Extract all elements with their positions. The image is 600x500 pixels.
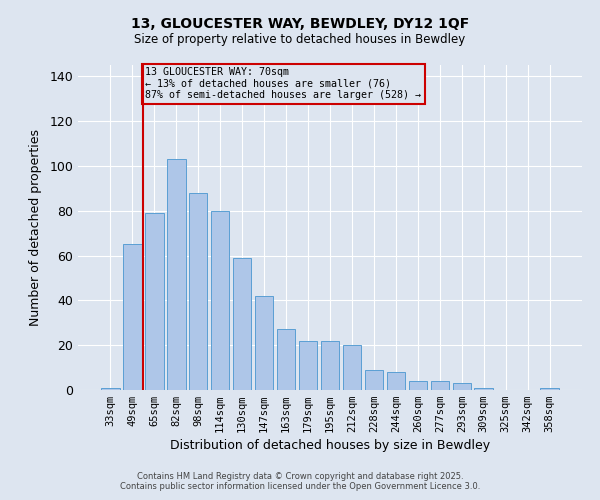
- Text: Size of property relative to detached houses in Bewdley: Size of property relative to detached ho…: [134, 32, 466, 46]
- Bar: [541, 388, 559, 390]
- Text: 13 GLOUCESTER WAY: 70sqm
← 13% of detached houses are smaller (76)
87% of semi-d: 13 GLOUCESTER WAY: 70sqm ← 13% of detach…: [145, 67, 421, 100]
- Bar: [365, 370, 383, 390]
- Y-axis label: Number of detached properties: Number of detached properties: [29, 129, 43, 326]
- Bar: [299, 340, 317, 390]
- Bar: [277, 330, 295, 390]
- Bar: [255, 296, 274, 390]
- Bar: [145, 213, 164, 390]
- Text: 13, GLOUCESTER WAY, BEWDLEY, DY12 1QF: 13, GLOUCESTER WAY, BEWDLEY, DY12 1QF: [131, 18, 469, 32]
- Bar: [409, 381, 427, 390]
- Bar: [386, 372, 405, 390]
- Bar: [452, 384, 471, 390]
- Bar: [343, 345, 361, 390]
- Bar: [189, 193, 208, 390]
- Bar: [233, 258, 251, 390]
- Bar: [211, 210, 229, 390]
- Bar: [167, 159, 185, 390]
- Bar: [101, 388, 119, 390]
- Bar: [123, 244, 142, 390]
- Text: Contains public sector information licensed under the Open Government Licence 3.: Contains public sector information licen…: [120, 482, 480, 491]
- Text: Contains HM Land Registry data © Crown copyright and database right 2025.: Contains HM Land Registry data © Crown c…: [137, 472, 463, 481]
- X-axis label: Distribution of detached houses by size in Bewdley: Distribution of detached houses by size …: [170, 440, 490, 452]
- Bar: [475, 388, 493, 390]
- Bar: [320, 340, 340, 390]
- Bar: [431, 381, 449, 390]
